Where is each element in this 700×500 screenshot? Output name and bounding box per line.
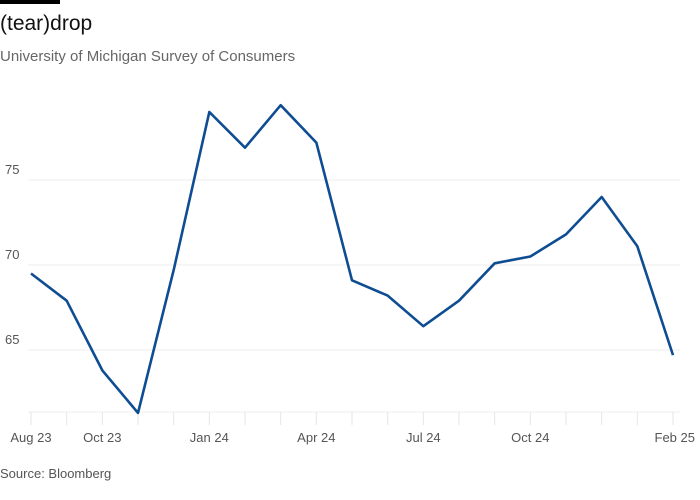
x-tick-label: Apr 24 [297, 430, 335, 445]
chart-subtitle: University of Michigan Survey of Consume… [0, 48, 296, 65]
x-tick-label: Jan 24 [190, 430, 229, 445]
source-note: Source: Bloomberg [0, 466, 112, 481]
x-tick-label: Jul 24 [406, 430, 441, 445]
series-line [30, 103, 675, 415]
chart-title: (tear)drop [0, 12, 93, 35]
y-tick-label: 65 [5, 332, 19, 347]
y-tick-label: 75 [5, 162, 19, 177]
x-tick-label: Oct 23 [83, 430, 121, 445]
x-tick-label: Aug 23 [10, 430, 51, 445]
y-tick-label: 70 [5, 247, 19, 262]
x-tick-label: Oct 24 [511, 430, 549, 445]
x-tick-label: Feb 25 [655, 430, 695, 445]
brand-bar [0, 0, 60, 4]
